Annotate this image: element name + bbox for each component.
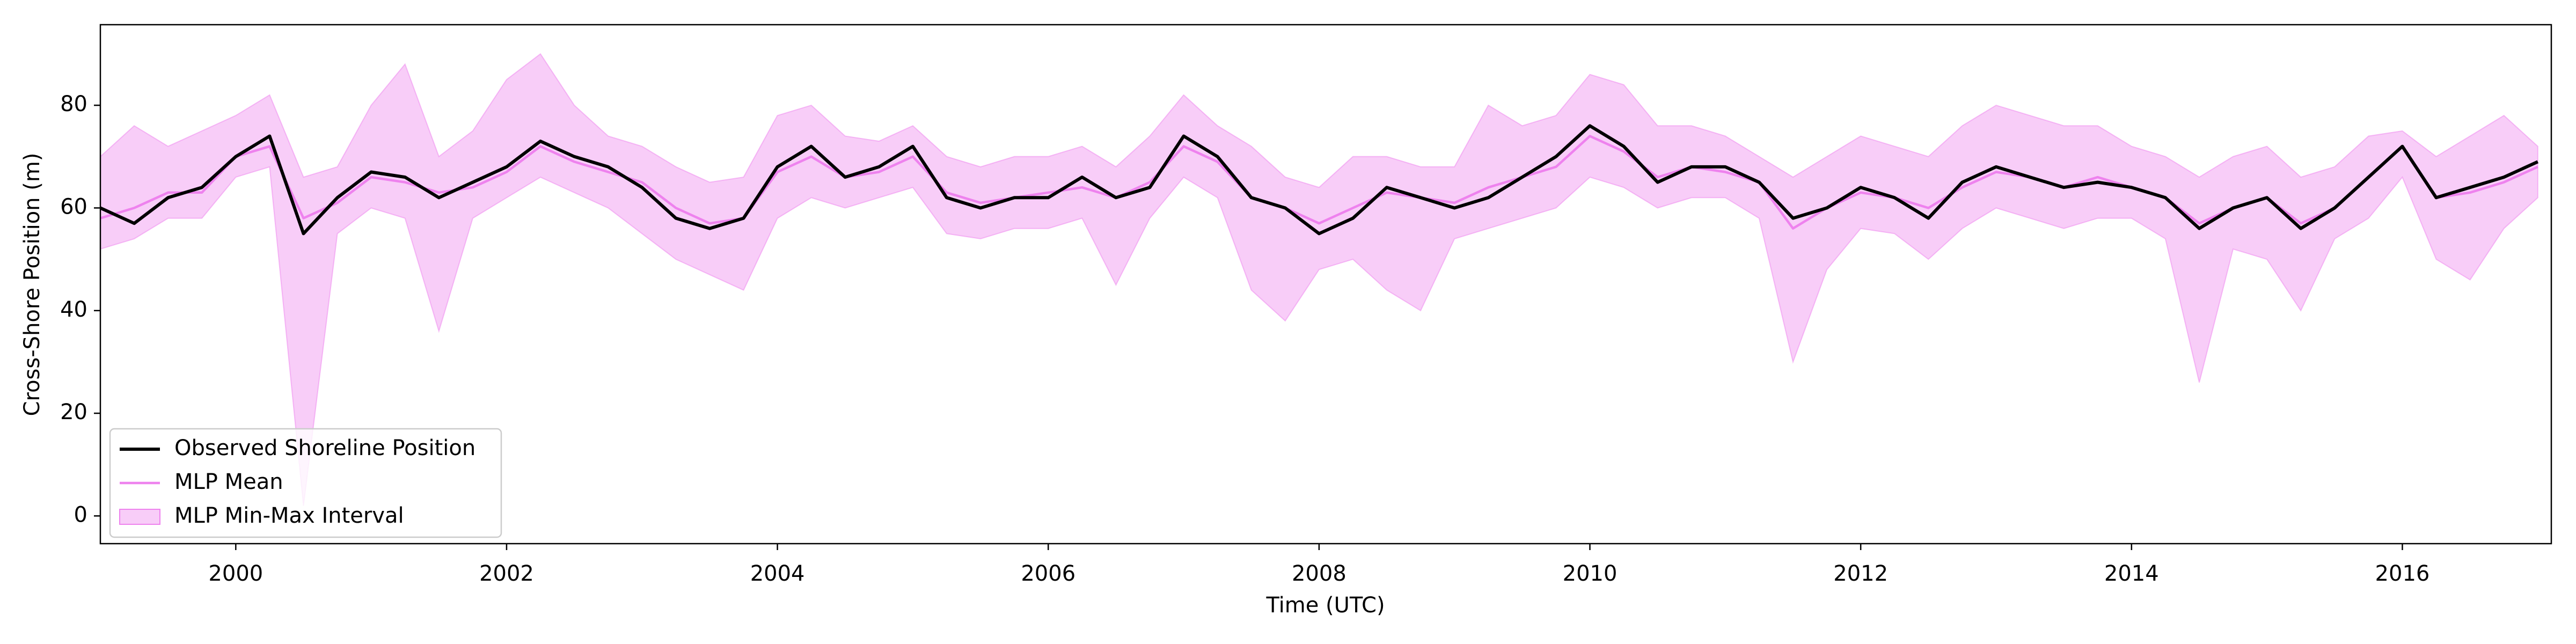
interval-band bbox=[100, 53, 2538, 506]
x-tick-label: 2010 bbox=[1563, 561, 1618, 586]
legend-label: Observed Shoreline Position bbox=[174, 436, 475, 460]
plot-area bbox=[100, 53, 2539, 506]
y-tick-label: 40 bbox=[60, 297, 87, 322]
y-tick-label: 20 bbox=[60, 400, 87, 425]
y-tick-label: 60 bbox=[60, 194, 87, 219]
x-axis-label: Time (UTC) bbox=[1265, 593, 1385, 618]
plot-frame bbox=[99, 24, 2552, 545]
x-tick-label: 2006 bbox=[1021, 561, 1075, 586]
x-tick-label: 2016 bbox=[2375, 561, 2430, 586]
legend-swatch bbox=[119, 509, 160, 525]
y-tick-label: 0 bbox=[74, 502, 87, 527]
legend-label: MLP Min-Max Interval bbox=[174, 503, 404, 528]
x-tick-label: 2012 bbox=[1833, 561, 1888, 586]
x-tick-label: 2014 bbox=[2104, 561, 2159, 586]
x-tick-label: 2004 bbox=[750, 561, 805, 586]
series-line bbox=[100, 124, 2539, 236]
x-tick-label: 2002 bbox=[479, 561, 534, 586]
y-tick-label: 80 bbox=[60, 92, 87, 116]
legend-box bbox=[109, 428, 502, 538]
legend: Observed Shoreline Position MLP Mean MLP M… bbox=[109, 428, 502, 538]
y-axis-label: Cross-Shore Position (m) bbox=[20, 153, 45, 416]
x-tick-label: 2008 bbox=[1292, 561, 1346, 586]
x-tick-label: 2000 bbox=[208, 561, 263, 586]
legend-label: MLP Mean bbox=[174, 470, 283, 494]
